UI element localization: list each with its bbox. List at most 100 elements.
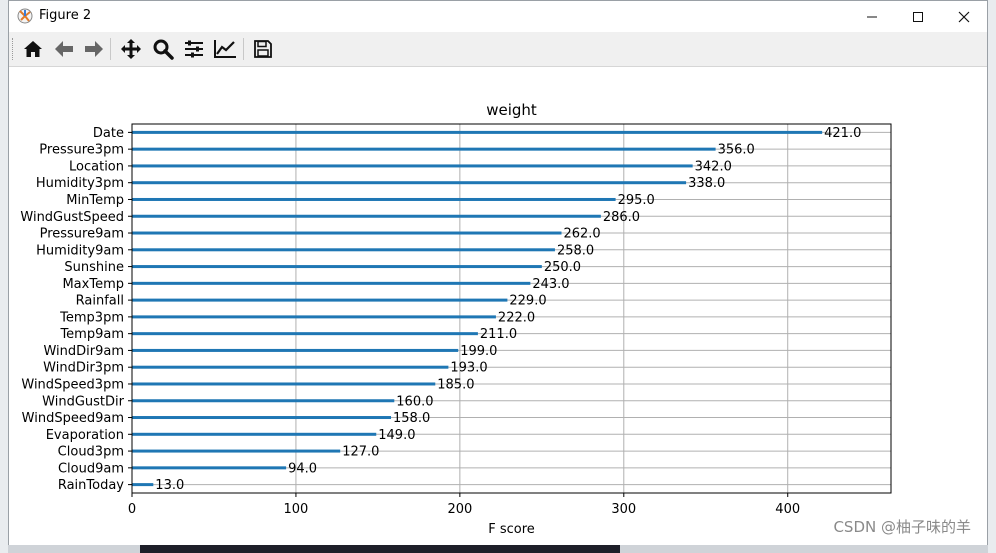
- bar[interactable]: [132, 231, 562, 235]
- home-icon: [24, 41, 42, 57]
- edit-axis-button[interactable]: [212, 37, 238, 61]
- value-label: 158.0: [393, 411, 430, 426]
- x-tick-label: 200: [447, 502, 472, 517]
- bar[interactable]: [132, 281, 531, 285]
- bar[interactable]: [132, 265, 542, 269]
- save-button[interactable]: [250, 37, 276, 61]
- pan-icon: [121, 39, 141, 59]
- value-label: 243.0: [532, 277, 569, 292]
- home-button[interactable]: [20, 37, 46, 61]
- category-label: Pressure3pm: [39, 143, 124, 158]
- value-label: 127.0: [342, 445, 379, 460]
- value-label: 262.0: [563, 227, 600, 242]
- bar[interactable]: [132, 332, 478, 336]
- value-label: 185.0: [437, 377, 474, 392]
- value-label: 211.0: [480, 327, 517, 342]
- minimize-button[interactable]: [849, 1, 895, 32]
- category-label: WindSpeed3pm: [21, 377, 124, 392]
- category-label: RainToday: [58, 478, 124, 493]
- value-label: 338.0: [688, 176, 725, 191]
- bar[interactable]: [132, 248, 555, 252]
- watermark: CSDN @柚子味的羊: [833, 518, 971, 536]
- edit-axis-icon: [214, 40, 236, 58]
- bar[interactable]: [132, 466, 287, 470]
- maximize-icon: [913, 11, 923, 22]
- navigation-toolbar: [9, 32, 987, 67]
- value-label: 421.0: [824, 126, 861, 141]
- bar[interactable]: [132, 130, 823, 134]
- bar[interactable]: [132, 181, 687, 185]
- x-tick-label: 0: [128, 502, 136, 517]
- x-tick-label: 100: [284, 502, 309, 517]
- category-label: Temp3pm: [59, 310, 124, 325]
- category-label: Date: [93, 126, 124, 141]
- category-label: Rainfall: [76, 294, 124, 309]
- category-label: Cloud9am: [58, 461, 124, 476]
- value-label: 94.0: [288, 461, 317, 476]
- category-label: WindDir9am: [43, 344, 124, 359]
- close-icon: [958, 11, 970, 22]
- minimize-icon: [867, 16, 877, 17]
- forward-icon: [85, 41, 103, 57]
- back-button[interactable]: [51, 37, 77, 61]
- value-label: 199.0: [460, 344, 497, 359]
- value-label: 193.0: [450, 361, 487, 376]
- value-label: 356.0: [718, 143, 755, 158]
- bar[interactable]: [132, 432, 377, 436]
- bar[interactable]: [132, 298, 508, 302]
- back-icon: [55, 41, 73, 57]
- category-label: WindSpeed9am: [22, 411, 124, 426]
- category-label: Location: [69, 159, 124, 174]
- bar[interactable]: [132, 315, 496, 319]
- category-label: Pressure9am: [40, 227, 124, 242]
- category-label: Humidity3pm: [36, 176, 124, 191]
- bar[interactable]: [132, 416, 392, 420]
- value-label: 149.0: [378, 428, 415, 443]
- category-label: Evaporation: [46, 428, 124, 443]
- title-bar[interactable]: Figure 2: [9, 1, 987, 32]
- maximize-button[interactable]: [895, 1, 941, 32]
- bar[interactable]: [132, 164, 693, 168]
- pan-button[interactable]: [118, 37, 144, 61]
- value-label: 258.0: [557, 243, 594, 258]
- axes-frame: [131, 123, 892, 494]
- chart-title: weight: [486, 101, 537, 119]
- close-button[interactable]: [941, 1, 987, 32]
- bar[interactable]: [132, 147, 716, 151]
- x-tick-label: 300: [611, 502, 636, 517]
- value-label: 222.0: [498, 310, 535, 325]
- background-window-right: [988, 0, 996, 553]
- category-label: Temp9am: [59, 327, 124, 342]
- value-label: 286.0: [603, 210, 640, 225]
- bar[interactable]: [132, 197, 616, 201]
- plot-area: [132, 124, 891, 493]
- figure-window: Figure 2: [8, 0, 988, 545]
- category-label: WindGustSpeed: [20, 210, 124, 225]
- bar[interactable]: [132, 399, 395, 403]
- figure-canvas[interactable]: 421.0 356.0 342.0 338.0 295.0 286.0 262.0 258.0…: [9, 67, 987, 545]
- forward-button[interactable]: [81, 37, 107, 61]
- toolbar-separator: [243, 38, 244, 60]
- bar[interactable]: [132, 382, 436, 386]
- value-label: 342.0: [695, 159, 732, 174]
- value-label: 160.0: [396, 394, 433, 409]
- value-label: 13.0: [155, 478, 184, 493]
- category-label: Humidity9am: [36, 243, 124, 258]
- configure-subplots-button[interactable]: [181, 37, 207, 61]
- bar[interactable]: [132, 449, 341, 453]
- value-label: 295.0: [618, 193, 655, 208]
- bar[interactable]: [132, 365, 449, 369]
- zoom-icon: [153, 39, 174, 60]
- value-label: 229.0: [509, 294, 546, 309]
- category-label: WindGustDir: [42, 394, 124, 409]
- x-axis-label: F score: [488, 522, 535, 537]
- category-label: Cloud3pm: [58, 445, 124, 460]
- toolbar-grip[interactable]: [12, 38, 16, 60]
- bar[interactable]: [132, 348, 459, 352]
- bar[interactable]: [132, 483, 154, 487]
- bar[interactable]: [132, 214, 601, 218]
- category-label: MinTemp: [66, 193, 124, 208]
- value-label: 250.0: [544, 260, 581, 275]
- zoom-button[interactable]: [150, 37, 176, 61]
